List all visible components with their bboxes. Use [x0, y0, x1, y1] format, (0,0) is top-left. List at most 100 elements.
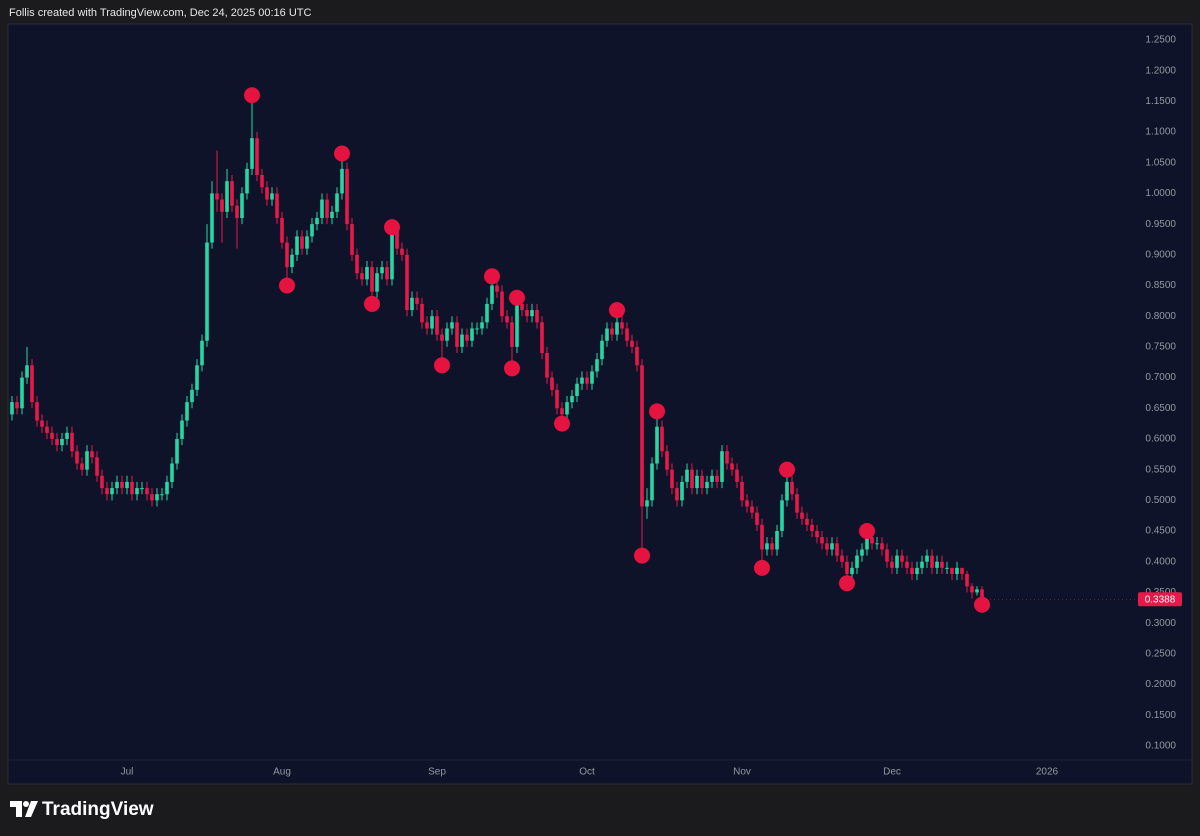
- candle-body: [200, 340, 204, 366]
- candle-body: [465, 334, 469, 341]
- candle-body: [250, 138, 254, 169]
- candle-body: [190, 389, 194, 403]
- y-tick-label: 1.0000: [1145, 188, 1176, 199]
- candle-body: [195, 365, 199, 390]
- candle-body: [80, 463, 84, 470]
- candle-body: [460, 334, 464, 347]
- candle-body: [330, 211, 334, 218]
- candle-body: [430, 316, 434, 329]
- candle-body: [690, 469, 694, 489]
- candle-body: [300, 236, 304, 249]
- pivot-marker: [384, 219, 400, 236]
- candle-body: [665, 451, 669, 470]
- candle-body: [100, 475, 104, 489]
- candle-body: [290, 254, 294, 268]
- y-tick-label: 0.1000: [1145, 741, 1176, 752]
- y-tick-label: 0.4000: [1145, 556, 1176, 567]
- candle-body: [205, 242, 209, 341]
- candle-body: [980, 589, 984, 600]
- candle-body: [895, 555, 899, 568]
- candle-body: [85, 451, 89, 470]
- candle-body: [10, 402, 14, 415]
- candle-body: [245, 168, 249, 194]
- candle-body: [410, 297, 414, 311]
- candle-body: [920, 561, 924, 568]
- candle-body: [625, 328, 629, 341]
- candle-body: [820, 537, 824, 544]
- y-tick-label: 0.9500: [1145, 219, 1176, 230]
- candle-body: [440, 334, 444, 341]
- candle-body: [870, 537, 874, 544]
- y-tick-label: 0.8000: [1145, 311, 1176, 322]
- candle-body: [495, 285, 499, 292]
- candle-body: [575, 383, 579, 396]
- candle-body: [35, 402, 39, 421]
- candle-body: [540, 322, 544, 354]
- candle-body: [140, 488, 144, 490]
- candle-body: [130, 481, 134, 495]
- candle-body: [615, 322, 619, 335]
- candle-body: [965, 574, 969, 587]
- candle-body: [595, 359, 599, 372]
- y-tick-label: 0.8500: [1145, 280, 1176, 291]
- candle-body: [560, 408, 564, 415]
- candle-body: [105, 488, 109, 495]
- candle-body: [740, 481, 744, 501]
- candle-body: [905, 561, 909, 568]
- candle-body: [230, 181, 234, 206]
- x-tick-label: Nov: [733, 767, 751, 778]
- x-tick-label: Jul: [121, 767, 134, 778]
- candle-body: [770, 543, 774, 550]
- candle-body: [605, 328, 609, 341]
- candle-body: [450, 322, 454, 329]
- candle-body: [610, 328, 614, 335]
- plot-area: [7, 23, 1193, 785]
- candle-body: [600, 340, 604, 360]
- candle-body: [800, 512, 804, 519]
- candle-body: [670, 469, 674, 489]
- x-tick-label: 2026: [1036, 767, 1059, 778]
- pivot-marker: [504, 360, 520, 377]
- candle-body: [20, 377, 24, 409]
- candle-body: [960, 567, 964, 575]
- pivot-marker: [244, 87, 260, 104]
- candle-body: [510, 322, 514, 347]
- pivot-marker: [554, 415, 570, 432]
- x-tick-label: Oct: [579, 767, 595, 778]
- candle-body: [170, 463, 174, 482]
- candle-body: [630, 340, 634, 347]
- candle-body: [175, 438, 179, 464]
- y-tick-label: 1.0500: [1145, 157, 1176, 168]
- candle-body: [390, 230, 394, 280]
- candle-body: [60, 438, 64, 446]
- candle-body: [90, 451, 94, 458]
- candle-body: [685, 469, 689, 482]
- candle-body: [730, 463, 734, 470]
- candle-body: [155, 494, 159, 501]
- candle-body: [855, 555, 859, 568]
- candle-body: [505, 316, 509, 323]
- candle-body: [65, 432, 69, 439]
- brand-logo: [10, 801, 38, 817]
- candle-body: [315, 217, 319, 225]
- pivot-marker: [279, 277, 295, 294]
- candle-body: [180, 420, 184, 439]
- candle-body: [445, 328, 449, 341]
- candle-body: [325, 199, 329, 218]
- candle-body: [790, 481, 794, 495]
- candle-body: [710, 475, 714, 482]
- candle-body: [370, 267, 374, 292]
- candle-body: [840, 555, 844, 562]
- candle-body: [110, 488, 114, 495]
- candle-body: [835, 543, 839, 556]
- candle-body: [590, 371, 594, 384]
- candle-body: [515, 303, 519, 347]
- candle-body: [45, 426, 49, 433]
- candle-body: [380, 267, 384, 274]
- y-tick-label: 0.5500: [1145, 464, 1176, 475]
- candle-body: [310, 224, 314, 237]
- candles: [10, 87, 990, 613]
- candle-body: [850, 567, 854, 575]
- chart-title: Follis created with TradingView.com, Dec…: [9, 7, 312, 19]
